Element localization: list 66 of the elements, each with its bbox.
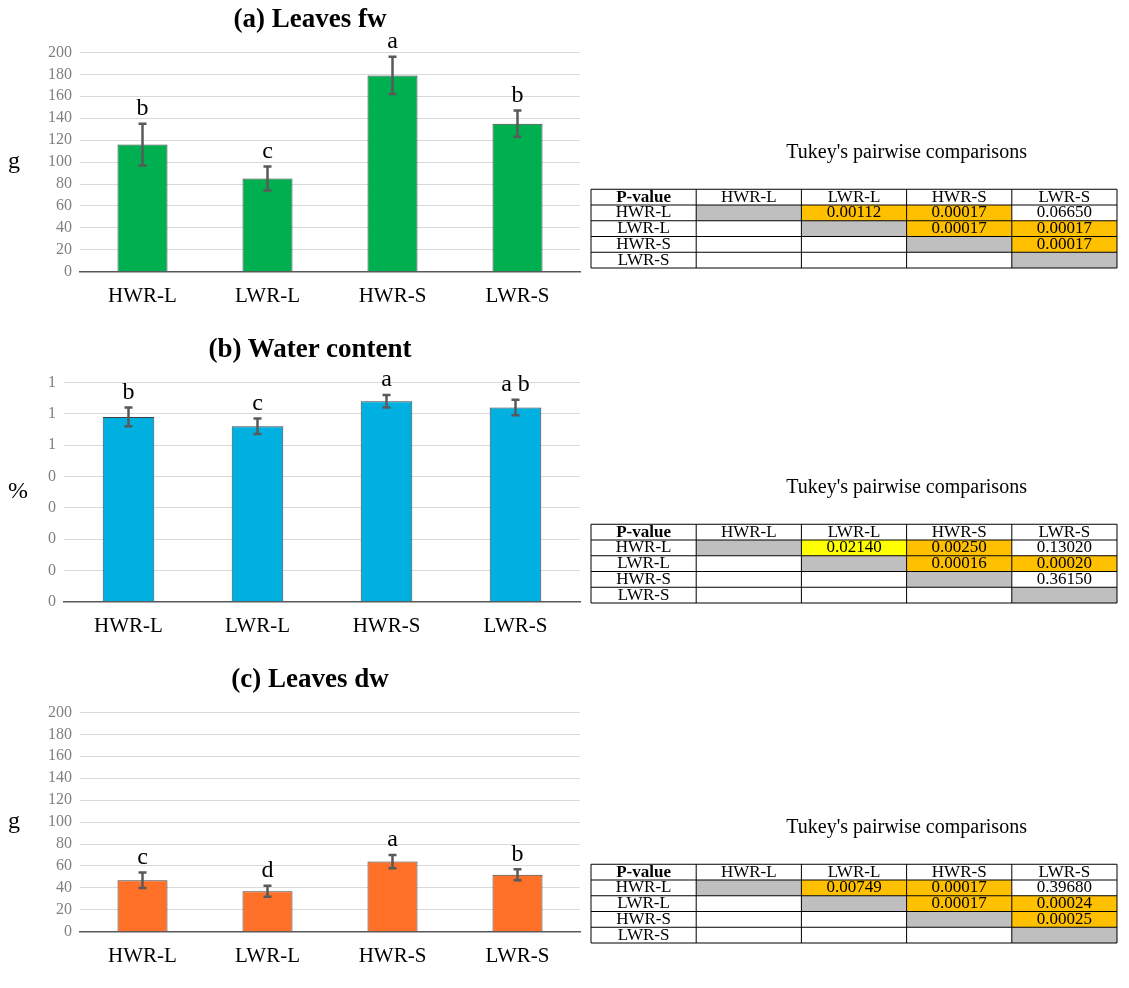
- y-tick-label: 40: [56, 878, 72, 896]
- x-tick-label: LWR-S: [485, 282, 550, 307]
- chart-title: (c) Leaves dw: [231, 663, 390, 694]
- annotation: b: [136, 94, 149, 120]
- y-tick-label: 200: [48, 702, 72, 720]
- annotation: a: [387, 825, 399, 852]
- y-tick-label: 180: [48, 64, 72, 82]
- y-tick-label: 0: [48, 466, 56, 484]
- y-tick-label: 180: [48, 724, 72, 742]
- y-tick-label: 0: [64, 262, 72, 279]
- annotation: c: [262, 136, 273, 163]
- y-tick-label: 0: [48, 592, 56, 609]
- y-tick-label: 100: [48, 152, 72, 170]
- y-axis-title: g: [8, 807, 20, 834]
- y-tick-label: 160: [48, 86, 72, 104]
- annotation: a b: [501, 369, 530, 396]
- y-tick-label: 100: [48, 812, 72, 830]
- x-tick-label: LWR-L: [225, 612, 290, 637]
- y-axis-title: g: [8, 147, 20, 174]
- x-tick-label: HWR-L: [720, 521, 777, 541]
- x-tick-label: HWR-L: [720, 861, 777, 881]
- y-tick-label: 60: [56, 856, 72, 874]
- annotation: b: [511, 839, 524, 866]
- x-tick-label: HWR-L: [94, 612, 163, 637]
- x-tick-label: LWR-L: [235, 942, 300, 967]
- annotation: b: [122, 377, 135, 404]
- x-tick-label: HWR-S: [358, 282, 427, 307]
- y-tick-label: 1: [48, 403, 56, 421]
- y-tick-label: 80: [56, 834, 72, 852]
- y-tick-label: 140: [48, 108, 72, 126]
- y-tick-label: 1: [48, 435, 56, 453]
- y-tick-label: 160: [48, 746, 72, 764]
- y-tick-label: 60: [56, 196, 72, 214]
- x-tick-label: HWR-L: [108, 942, 177, 967]
- x-tick-label: HWR-L: [720, 186, 777, 206]
- y-tick-label: 80: [56, 174, 72, 192]
- chart-title: Tukey's pairwise comparisons: [786, 815, 1028, 839]
- annotation: c: [137, 842, 148, 869]
- x-tick-label: HWR-L: [108, 282, 177, 307]
- y-tick-label: 0: [48, 560, 56, 578]
- chart-title: Tukey's pairwise comparisons: [786, 140, 1028, 164]
- y-tick-label: 0: [64, 922, 72, 939]
- x-tick-label: LWR-S: [485, 942, 550, 967]
- y-tick-label: 40: [56, 218, 72, 236]
- chart-title: (a) Leaves fw: [233, 3, 387, 34]
- x-tick-label: HWR-S: [352, 612, 421, 637]
- x-tick-label: HWR-S: [358, 942, 427, 967]
- y-tick-label: 120: [48, 790, 72, 808]
- annotation: a: [387, 27, 399, 54]
- y-tick-label: 120: [48, 130, 72, 148]
- x-tick-label: LWR-S: [483, 612, 548, 637]
- y-tick-label: 1: [48, 372, 56, 390]
- annotation: a: [381, 365, 393, 392]
- annotation: d: [261, 856, 274, 883]
- chart-title: (b) Water content: [208, 333, 412, 364]
- y-tick-label: 140: [48, 768, 72, 786]
- x-tick-label: LWR-L: [235, 282, 300, 307]
- y-tick-label: 20: [56, 900, 72, 918]
- y-tick-label: 200: [48, 42, 72, 60]
- chart-title: Tukey's pairwise comparisons: [786, 475, 1028, 499]
- y-axis-title: %: [8, 477, 28, 504]
- annotation: b: [511, 80, 524, 107]
- y-tick-label: 20: [56, 240, 72, 258]
- y-tick-label: 0: [48, 497, 56, 515]
- y-tick-label: 0: [48, 529, 56, 547]
- annotation: c: [252, 388, 263, 415]
